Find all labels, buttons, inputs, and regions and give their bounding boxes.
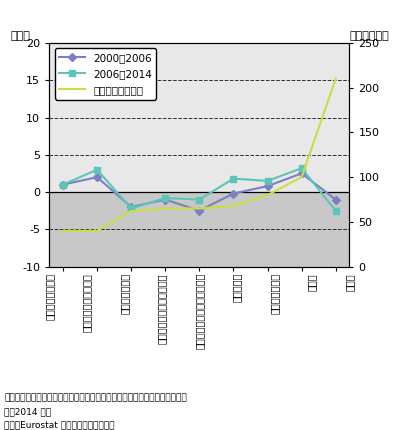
2000～2006 xyxy=(265,184,270,189)
年間賃金（右軸） xyxy=(333,76,338,81)
年間賃金（右軸） xyxy=(265,193,270,198)
2000～2006 xyxy=(95,175,99,180)
Legend: 2000～2006, 2006～2014, 年間賃金（右軸）: 2000～2006, 2006～2014, 年間賃金（右軸） xyxy=(55,48,156,99)
2006～2014 xyxy=(299,166,304,171)
年間賃金（右軸） xyxy=(129,209,134,214)
Text: 資料：Eurostat から経済産業省作成。: 資料：Eurostat から経済産業省作成。 xyxy=(4,421,115,430)
2006～2014 xyxy=(333,208,338,213)
2000～2006 xyxy=(333,197,338,202)
Text: 設備・機械の運転・組立工: 設備・機械の運転・組立工 xyxy=(157,273,167,344)
2006～2014 xyxy=(60,182,65,187)
2000～2006 xyxy=(60,182,65,187)
Text: サービス・販売従事者: サービス・販売従事者 xyxy=(82,273,92,332)
Text: 専門職: 専門職 xyxy=(307,273,317,291)
2000～2006 xyxy=(197,208,202,213)
Bar xyxy=(49,43,349,192)
2000～2006 xyxy=(163,197,168,202)
2006～2014 xyxy=(95,167,99,172)
Bar xyxy=(49,192,349,267)
2006～2014 xyxy=(265,178,270,184)
2000～2006 xyxy=(231,191,236,196)
Text: 単純作業の従事者: 単純作業の従事者 xyxy=(44,273,54,320)
Text: 備考：ドイツの各期間における就業者数の伸び率（幾何平均）。年間賃金は: 備考：ドイツの各期間における就業者数の伸び率（幾何平均）。年間賃金は xyxy=(4,393,187,402)
Text: 事務補助員: 事務補助員 xyxy=(232,273,242,302)
Text: 管理職: 管理職 xyxy=(344,273,354,291)
Text: （％）: （％） xyxy=(10,31,30,41)
年間賃金（右軸） xyxy=(60,228,65,233)
年間賃金（右軸） xyxy=(163,206,168,211)
Text: 技師、準専門職: 技師、準専門職 xyxy=(269,273,279,314)
2000～2006 xyxy=(129,204,134,209)
Text: 農林漁業従事者: 農林漁業従事者 xyxy=(119,273,129,314)
2006～2014 xyxy=(231,176,236,181)
Line: 2000～2006: 2000～2006 xyxy=(60,170,339,214)
2006～2014 xyxy=(197,197,202,202)
2000～2006 xyxy=(299,171,304,176)
年間賃金（右軸） xyxy=(95,228,99,233)
Line: 2006～2014: 2006～2014 xyxy=(60,165,339,214)
年間賃金（右軸） xyxy=(197,206,202,211)
年間賃金（右軸） xyxy=(299,175,304,180)
2006～2014 xyxy=(163,196,168,201)
Text: 2014 年。: 2014 年。 xyxy=(4,408,51,417)
Text: 技能工及び関連職業の従事者: 技能工及び関連職業の従事者 xyxy=(194,273,204,350)
Line: 年間賃金（右軸）: 年間賃金（右軸） xyxy=(63,79,336,231)
Text: （千ユーロ）: （千ユーロ） xyxy=(349,31,389,41)
年間賃金（右軸） xyxy=(231,203,236,209)
2006～2014 xyxy=(129,206,134,211)
